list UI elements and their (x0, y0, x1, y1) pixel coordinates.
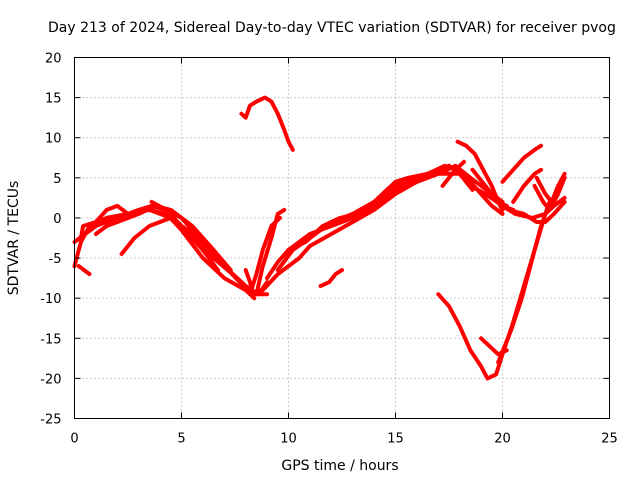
y-tick-label: -5 (49, 252, 62, 267)
series-arc-08 (149, 199, 252, 293)
y-tick-label: 10 (45, 132, 62, 147)
x-tick-label: 15 (387, 432, 404, 447)
series-arc-17 (318, 268, 344, 289)
y-axis-title: SDTVAR / TECUs (6, 181, 22, 296)
series-layer (72, 95, 567, 381)
series-arc-28 (511, 167, 543, 204)
x-tick-label: 20 (494, 432, 511, 447)
grid (74, 57, 610, 419)
series-arc-04 (78, 203, 130, 240)
series-arc-16 (286, 211, 362, 252)
plot-frame (74, 57, 610, 419)
y-tick-label: 5 (53, 172, 61, 187)
series-arc-03 (76, 264, 92, 277)
series-arc-12 (254, 207, 287, 297)
x-tick-label: 5 (177, 432, 185, 447)
y-tick-label: 15 (45, 92, 62, 107)
series-arc-30 (506, 199, 567, 224)
y-tick-label: -20 (40, 372, 61, 387)
y-tick-label: -25 (40, 413, 61, 428)
series-arc-13 (260, 171, 475, 293)
series-arc-18 (239, 95, 295, 152)
x-tick-label: 0 (70, 432, 78, 447)
x-tick-label: 25 (601, 432, 618, 447)
series-arc-09 (168, 215, 220, 273)
x-tick-label: 10 (280, 432, 297, 447)
series-arc-27 (500, 143, 543, 184)
y-tick-label: -10 (40, 292, 61, 307)
series-arc-31 (532, 175, 567, 212)
x-axis-title: GPS time / hours (281, 458, 398, 474)
y-tick-label: 20 (45, 52, 62, 67)
y-tick-label: 0 (53, 212, 61, 227)
y-tick-label: -15 (40, 332, 61, 347)
axis-ticks: 0 5 10 15 20 25 -25 -20 -15 -10 -5 0 5 10 15 20 (40, 52, 618, 447)
chart-title: Day 213 of 2024, Sidereal Day-to-day VTE… (48, 20, 616, 36)
series-arc-32 (534, 171, 567, 204)
